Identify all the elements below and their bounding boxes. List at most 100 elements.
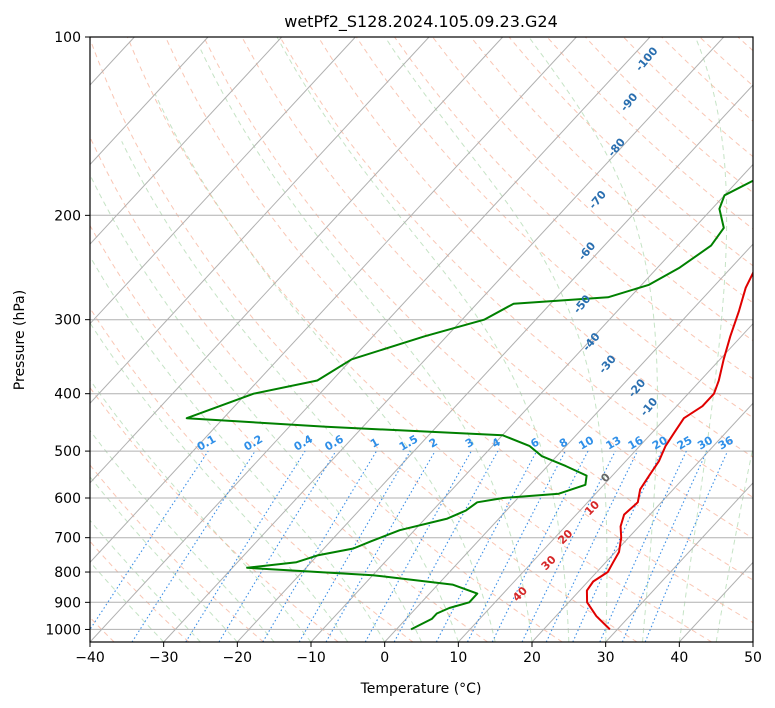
y-tick-label: 300	[54, 313, 81, 329]
moist-adiabat-line	[90, 173, 422, 642]
x-tick-label: 0	[380, 650, 389, 666]
moist-adiabat-line	[276, 37, 570, 642]
dry-adiabat-line	[737, 37, 753, 52]
moist-adiabat-line	[90, 476, 238, 642]
moist-adiabat-line	[90, 322, 349, 642]
moist-adiabat-line	[154, 94, 496, 642]
mixing-ratio-label: 0.1	[195, 433, 218, 454]
x-tick-label: 50	[744, 650, 762, 666]
mixing-ratio-line	[90, 450, 209, 631]
isotherm-line	[605, 482, 753, 642]
y-tick-label: 600	[54, 491, 81, 507]
y-axis: 100 200 300 400 500 600 700 800 900 1000	[45, 30, 90, 638]
dry-adiabat-label: -90	[618, 90, 641, 114]
mixing-ratio-line	[435, 450, 538, 642]
dry-adiabat-line	[508, 37, 753, 267]
moist-adiabat-line	[90, 429, 275, 642]
moist-adiabat-line	[715, 444, 753, 642]
moist-adiabat-line	[384, 37, 608, 642]
mixing-ratio-line	[491, 450, 589, 642]
mixing-ratio-label: 30	[695, 433, 715, 452]
dry-adiabat-line	[90, 135, 563, 642]
mixing-ratio-label: 0.6	[322, 432, 346, 453]
mixing-ratio-line	[393, 450, 499, 642]
mixing-ratio-label: 20	[650, 433, 670, 452]
mixing-ratio-label: 10	[576, 433, 596, 452]
isotherm-line	[90, 37, 430, 404]
moist-adiabat-line	[678, 37, 728, 642]
moist-adiabat-line	[90, 255, 386, 642]
dry-adiabat-line	[623, 37, 753, 158]
y-tick-label: 200	[54, 208, 81, 224]
x-tick-label: 40	[670, 650, 688, 666]
mixing-ratio-label: 36	[716, 433, 736, 452]
mixing-ratio-line	[298, 450, 411, 642]
plot-area: 0.1 0.2 0.4 0.6 1 1.5 2 3 4 6 8 10 13 16 20 25 30 36-100-…	[0, 37, 753, 642]
isotherm-line	[90, 37, 209, 166]
mixing-ratio-label: 25	[675, 434, 695, 453]
isotherm-line	[531, 402, 753, 642]
moist-adiabat-label: 20	[555, 527, 575, 547]
isotherm-line	[90, 37, 504, 484]
dry-adiabat-line	[317, 37, 753, 458]
dry-adiabat-line	[279, 37, 753, 498]
isotherm-line	[90, 37, 577, 564]
moist-adiabat-label: 10	[582, 498, 602, 518]
isotherm-line	[678, 561, 753, 642]
moist-adiabat-line	[90, 519, 201, 642]
dry-adiabats	[90, 37, 753, 642]
isotherm-line	[310, 163, 753, 642]
dry-adiabat-line	[394, 37, 753, 380]
y-tick-label: 800	[54, 565, 81, 581]
mixing-ratio-label: 1.5	[397, 433, 420, 454]
isotherm-line	[90, 37, 651, 642]
dry-adiabat-line	[126, 37, 712, 642]
isotherm-line	[384, 243, 753, 642]
dry-adiabat-line	[165, 37, 753, 624]
y-tick-label: 900	[54, 595, 81, 611]
dry-adiabat-label: -30	[596, 352, 619, 376]
dry-adiabat-label: -20	[626, 376, 649, 400]
dry-adiabat-line	[90, 464, 264, 642]
mixing-ratio-lines	[90, 450, 729, 642]
dry-adiabat-label: -40	[580, 330, 603, 354]
mixing-ratio-line	[621, 450, 708, 642]
dry-adiabat-line	[584, 37, 753, 194]
isotherm-line	[236, 84, 753, 642]
dry-adiabat-line	[90, 540, 190, 642]
dry-adiabat-label: -70	[586, 188, 609, 212]
mixing-ratio-line	[131, 450, 256, 642]
y-tick-label: 1000	[45, 622, 81, 638]
dry-adiabat-line	[90, 224, 488, 642]
y-tick-label: 400	[54, 387, 81, 403]
dry-adiabat-label: -60	[576, 239, 599, 263]
dry-adiabat-line	[546, 37, 753, 230]
mixing-ratio-label: 4	[490, 435, 503, 450]
dry-adiabat-line	[90, 37, 638, 642]
mixing-ratio-line	[599, 450, 687, 642]
y-tick-label: 500	[54, 444, 81, 460]
mixing-ratio-line	[545, 450, 638, 642]
moist-adiabats	[90, 37, 753, 642]
x-tick-label: −20	[223, 650, 253, 666]
x-tick-label: −40	[75, 650, 105, 666]
dry-adiabat-line	[699, 37, 753, 87]
isotherm-line	[90, 37, 356, 325]
isotherm-line	[90, 37, 283, 245]
y-axis-label: Pressure (hPa)	[12, 290, 28, 390]
isotherm-line	[457, 322, 753, 642]
moist-adiabat-line	[121, 141, 459, 642]
mixing-ratio-line	[218, 450, 337, 642]
isotherm-line	[0, 37, 61, 642]
mixing-ratio-line	[644, 450, 729, 642]
moist-adiabat-label: 30	[539, 553, 559, 573]
moist-adiabat-label: 40	[510, 584, 530, 604]
dry-adiabat-line	[432, 37, 753, 342]
x-tick-label: 10	[449, 650, 467, 666]
y-tick-label: 100	[54, 30, 81, 46]
isotherm-line	[752, 641, 753, 642]
y-tick-label: 700	[54, 531, 81, 547]
plot-frame	[89, 36, 754, 643]
x-tick-label: 30	[597, 650, 615, 666]
